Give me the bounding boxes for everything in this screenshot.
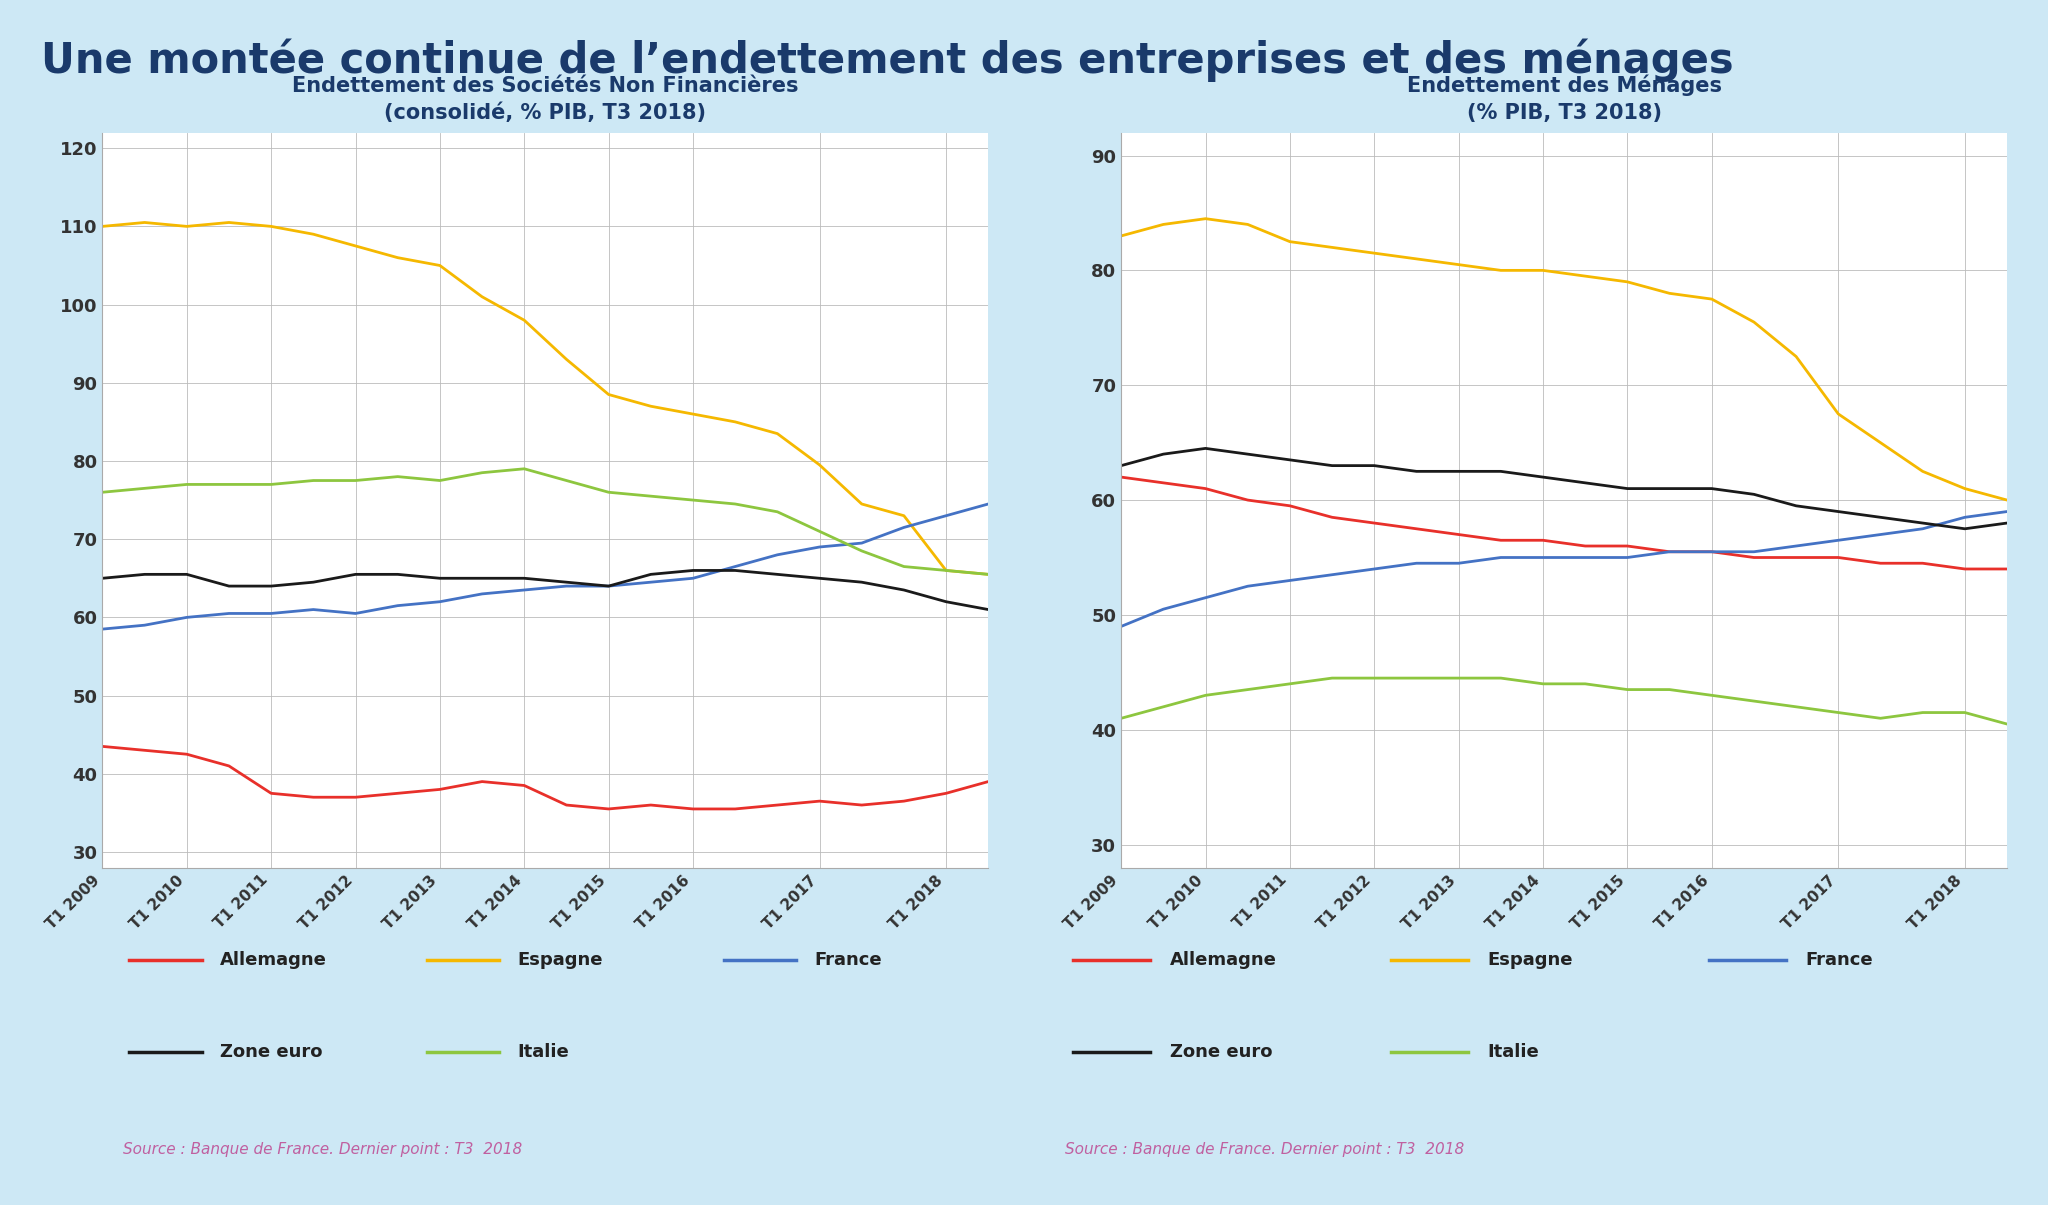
Text: Italie: Italie	[1487, 1044, 1538, 1060]
Text: Source : Banque de France. Dernier point : T3  2018: Source : Banque de France. Dernier point…	[123, 1142, 522, 1157]
Text: Zone euro: Zone euro	[219, 1044, 322, 1060]
Text: Allemagne: Allemagne	[1169, 952, 1276, 969]
Text: Source : Banque de France. Dernier point : T3  2018: Source : Banque de France. Dernier point…	[1065, 1142, 1464, 1157]
Title: Endettement des Ménages
(% PIB, T3 2018): Endettement des Ménages (% PIB, T3 2018)	[1407, 75, 1722, 123]
Text: Espagne: Espagne	[516, 952, 602, 969]
Text: France: France	[1804, 952, 1872, 969]
Text: Italie: Italie	[516, 1044, 569, 1060]
Text: Zone euro: Zone euro	[1169, 1044, 1272, 1060]
Text: Allemagne: Allemagne	[219, 952, 326, 969]
Text: Une montée continue de l’endettement des entreprises et des ménages: Une montée continue de l’endettement des…	[41, 39, 1733, 82]
Title: Endettement des Sociétés Non Financières
(consolidé, % PIB, T3 2018): Endettement des Sociétés Non Financières…	[293, 76, 799, 123]
Text: Espagne: Espagne	[1487, 952, 1573, 969]
Text: France: France	[815, 952, 883, 969]
